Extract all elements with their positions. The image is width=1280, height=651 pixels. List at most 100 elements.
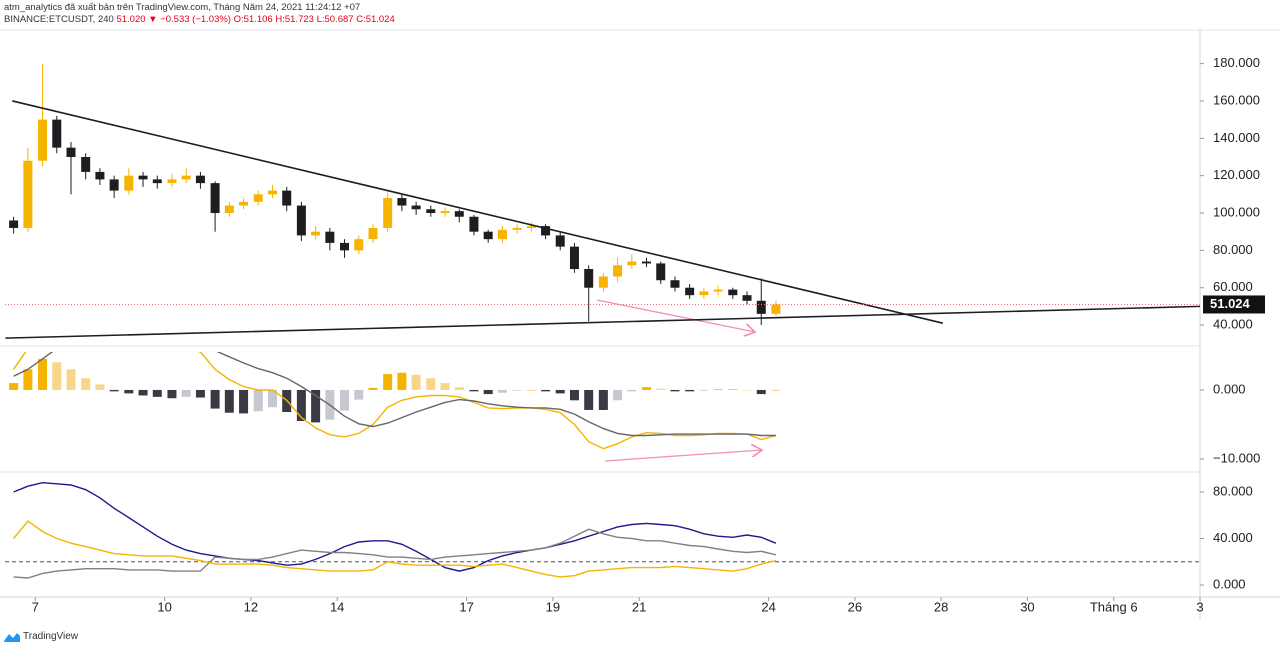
- histogram-bar: [138, 389, 148, 396]
- histogram-bar: [469, 389, 479, 392]
- x-tick-label: 3: [1196, 599, 1203, 614]
- y-tick-label: 80.000: [1213, 242, 1253, 257]
- histogram-bar: [95, 384, 105, 390]
- histogram-bar: [613, 389, 623, 401]
- header: atm_analytics đã xuất bản trên TradingVi…: [4, 2, 395, 26]
- last-price-label: 51.024: [1210, 296, 1251, 311]
- histogram-bar: [383, 374, 393, 390]
- histogram-bar: [181, 389, 191, 397]
- histogram-bar: [109, 389, 119, 392]
- annotation-arrow: [596, 299, 755, 332]
- candle-body: [253, 194, 263, 202]
- candle-body: [267, 190, 277, 195]
- candle-body: [642, 261, 652, 264]
- candle-body: [296, 205, 306, 236]
- histogram-bar: [224, 389, 234, 413]
- candle-body: [181, 175, 191, 180]
- candle-body: [282, 190, 292, 206]
- trendline: [5, 305, 1200, 339]
- candle-body: [167, 179, 177, 184]
- histogram-bar: [426, 378, 436, 390]
- histogram-bar: [311, 389, 321, 423]
- pane: [9, 352, 781, 450]
- x-tick-label: 10: [157, 599, 171, 614]
- candle-body: [627, 261, 637, 266]
- candle-body: [656, 263, 666, 281]
- x-tick-label: 24: [761, 599, 775, 614]
- x-tick-label: 14: [330, 599, 344, 614]
- candle-body: [670, 280, 680, 288]
- y-tick-label: 40.000: [1213, 530, 1253, 545]
- candle-body: [728, 289, 738, 296]
- y-tick-label: 100.000: [1213, 204, 1260, 219]
- candle-body: [483, 231, 493, 240]
- y-tick-label: 180.000: [1213, 55, 1260, 70]
- histogram-bar: [440, 383, 450, 390]
- histogram-bar: [81, 378, 91, 390]
- ohlc-high: H:51.723: [275, 14, 314, 25]
- ohlc-low: L:50.687: [316, 14, 354, 25]
- histogram-bar: [354, 389, 364, 400]
- change: ▼ −0.533 (−1.03%): [148, 14, 231, 25]
- y-tick-label: 0.000: [1213, 576, 1246, 591]
- candle-body: [440, 211, 450, 214]
- histogram-bar: [656, 388, 666, 390]
- candle-body: [81, 156, 91, 172]
- histogram-bar: [541, 389, 551, 392]
- candle-body: [613, 265, 623, 277]
- pane: [5, 481, 1200, 579]
- x-tick-label: Tháng 6: [1090, 599, 1138, 614]
- candle-body: [383, 198, 393, 228]
- y-tick-label: 0.000: [1213, 381, 1246, 396]
- histogram-bar: [368, 387, 378, 390]
- histogram-bar: [167, 389, 177, 399]
- candle-body: [239, 201, 249, 206]
- y-tick-label: 40.000: [1213, 316, 1253, 331]
- candle-body: [598, 276, 608, 288]
- x-tick-label: 12: [244, 599, 258, 614]
- histogram-bar: [52, 362, 62, 390]
- y-tick-label: −10.000: [1213, 450, 1260, 465]
- histogram-bar: [555, 389, 565, 394]
- candle-body: [38, 119, 48, 161]
- histogram-bar: [9, 383, 19, 390]
- histogram-bar: [253, 389, 263, 412]
- x-tick-label: 7: [32, 599, 39, 614]
- candle-body: [397, 198, 407, 206]
- x-tick-label: 28: [934, 599, 948, 614]
- candle-body: [541, 226, 551, 236]
- candle-body: [526, 226, 536, 228]
- candle-body: [569, 246, 579, 270]
- candle-body: [368, 227, 378, 240]
- candle-body: [685, 287, 695, 296]
- histogram-bar: [483, 389, 493, 395]
- histogram-bar: [397, 372, 407, 390]
- histogram-bar: [267, 389, 277, 408]
- histogram-bar: [699, 389, 709, 391]
- candle-body: [742, 295, 752, 301]
- candle-body: [454, 211, 464, 217]
- candle-body: [224, 205, 234, 214]
- candle-body: [325, 231, 335, 243]
- candle-body: [195, 175, 205, 184]
- y-tick-label: 120.000: [1213, 167, 1260, 182]
- y-tick-label: 80.000: [1213, 483, 1253, 498]
- histogram-bar: [454, 387, 464, 390]
- footer: TradingView: [4, 631, 78, 642]
- histogram-bar: [512, 389, 522, 391]
- candle-body: [354, 239, 364, 251]
- histogram-bar: [771, 389, 781, 391]
- histogram-bar: [670, 389, 680, 392]
- y-tick-label: 140.000: [1213, 130, 1260, 145]
- candle-body: [152, 179, 162, 184]
- last-price-box: [1203, 295, 1265, 314]
- candle-body: [411, 205, 421, 210]
- candle-body: [497, 229, 507, 240]
- histogram-bar: [584, 389, 594, 410]
- candle-body: [512, 227, 522, 230]
- header-line: atm_analytics đã xuất bản trên TradingVi…: [4, 2, 361, 13]
- histogram-bar: [713, 389, 723, 390]
- series-line: [13, 520, 777, 578]
